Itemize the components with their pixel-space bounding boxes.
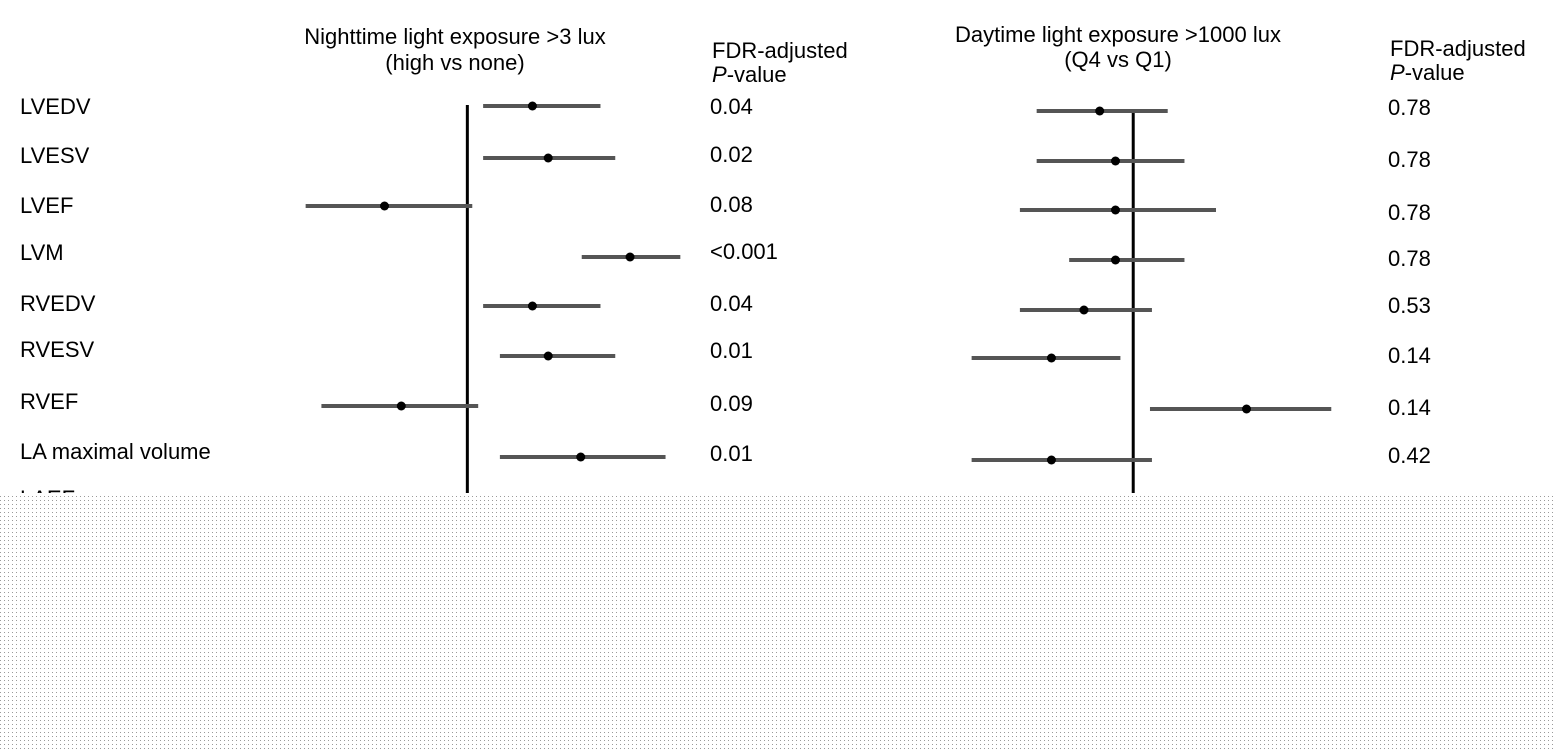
p-header-part: P [712, 62, 727, 87]
estimate-point [1110, 205, 1120, 215]
row-label: LVEDV [20, 94, 91, 119]
estimate-point [1242, 404, 1252, 414]
row-label: RVESV [20, 337, 95, 362]
estimate-point [1110, 156, 1120, 166]
p-value: 0.09 [710, 391, 753, 416]
p-value: 0.53 [1388, 293, 1431, 318]
p-header: P-value [1390, 60, 1465, 85]
estimate-point [543, 351, 553, 361]
overlay [0, 493, 1553, 749]
estimate-point [396, 401, 406, 411]
row-label: LVM [20, 240, 64, 265]
estimate-point [527, 301, 537, 311]
p-value: 0.14 [1388, 343, 1431, 368]
p-value: 0.04 [710, 291, 753, 316]
row-label: LA maximal volume [20, 439, 211, 464]
p-value: 0.78 [1388, 147, 1431, 172]
panel-title: (Q4 vs Q1) [1064, 47, 1172, 72]
estimate-point [625, 252, 635, 262]
p-header: FDR-adjusted [1390, 36, 1526, 61]
estimate-point [380, 201, 390, 211]
estimate-point [1095, 106, 1105, 116]
p-value: 0.08 [710, 192, 753, 217]
p-value: 0.78 [1388, 95, 1431, 120]
row-label: RVEF [20, 389, 78, 414]
p-value: 0.78 [1388, 246, 1431, 271]
panel-title: Daytime light exposure >1000 lux [955, 22, 1281, 47]
estimate-point [576, 452, 586, 462]
p-header: P-value [712, 62, 787, 87]
estimate-point [543, 153, 553, 163]
row-label: LVEF [20, 193, 73, 218]
row-label: RVEDV [20, 291, 96, 316]
panel-title: Nighttime light exposure >3 lux [304, 24, 605, 49]
p-value: 0.04 [710, 94, 753, 119]
panel-title: (high vs none) [385, 50, 524, 75]
p-value: 0.01 [710, 338, 753, 363]
row-label: LVESV [20, 143, 90, 168]
estimate-point [527, 101, 537, 111]
p-value: <0.001 [710, 239, 778, 264]
p-header: FDR-adjusted [712, 38, 848, 63]
estimate-point [1079, 305, 1089, 315]
p-value: 0.42 [1388, 443, 1431, 468]
p-value: 0.14 [1388, 395, 1431, 420]
estimate-point [1110, 255, 1120, 265]
p-header-part: -value [1405, 60, 1465, 85]
p-header-part: P [1390, 60, 1405, 85]
estimate-point [1046, 455, 1056, 465]
p-header-part: -value [727, 62, 787, 87]
p-value: 0.01 [710, 441, 753, 466]
p-value: 0.02 [710, 142, 753, 167]
estimate-point [1046, 353, 1056, 363]
p-value: 0.78 [1388, 200, 1431, 225]
